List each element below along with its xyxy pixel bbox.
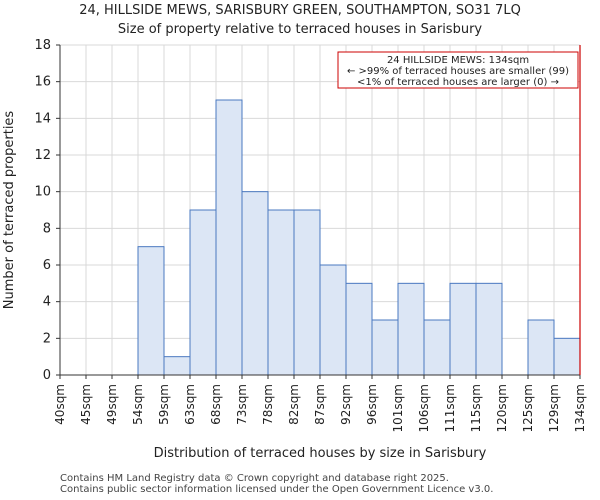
histogram-bar — [189, 209, 217, 376]
histogram-bar — [553, 337, 581, 376]
histogram-bar — [527, 319, 555, 376]
histogram-bar — [397, 282, 425, 376]
x-tick-label: 115sqm — [469, 384, 483, 432]
y-tick-label: 4 — [43, 295, 51, 310]
annotation-title: 24 HILLSIDE MEWS: 134sqm — [387, 55, 529, 66]
x-tick-label: 134sqm — [573, 384, 587, 432]
y-tick-label: 2 — [43, 331, 51, 346]
y-tick-label: 6 — [43, 258, 51, 273]
histogram-bar — [137, 246, 165, 376]
x-tick-label: 82sqm — [287, 384, 301, 425]
y-tick-label: 18 — [34, 38, 51, 53]
histogram-bar — [449, 282, 477, 376]
y-tick-label: 0 — [43, 368, 51, 383]
histogram-bar — [215, 99, 243, 376]
x-tick-label: 73sqm — [235, 384, 249, 425]
footer-licence: Contains public sector information licen… — [60, 484, 494, 495]
x-tick-label: 92sqm — [339, 384, 353, 425]
x-tick-label: 45sqm — [79, 384, 93, 425]
histogram-bar — [345, 282, 373, 376]
histogram-bar — [475, 282, 503, 376]
x-tick-label: 101sqm — [391, 384, 405, 432]
histogram-bar — [319, 264, 347, 376]
y-tick-label: 10 — [34, 185, 51, 200]
x-tick-label: 54sqm — [131, 384, 145, 425]
x-tick-label: 68sqm — [209, 384, 223, 425]
x-tick-label: 125sqm — [521, 384, 535, 432]
y-tick-label: 14 — [34, 111, 51, 126]
annotation-box — [337, 51, 579, 89]
y-tick-label: 12 — [34, 148, 51, 163]
x-axis-label: Distribution of terraced houses by size … — [154, 446, 487, 461]
x-tick-label: 96sqm — [365, 384, 379, 425]
y-axis-label: Number of terraced properties — [2, 111, 17, 310]
chart-title-address: 24, HILLSIDE MEWS, SARISBURY GREEN, SOUT… — [79, 3, 521, 18]
histogram-bar — [293, 209, 321, 376]
annotation-larger: <1% of terraced houses are larger (0) → — [357, 77, 559, 88]
x-tick-label: 49sqm — [105, 384, 119, 425]
annotation-smaller: ← >99% of terraced houses are smaller (9… — [347, 66, 569, 77]
chart-subtitle: Size of property relative to terraced ho… — [117, 22, 483, 37]
histogram-bar — [267, 209, 295, 376]
x-tick-label: 63sqm — [183, 384, 197, 425]
x-tick-label: 40sqm — [53, 384, 67, 425]
y-tick-label: 16 — [34, 75, 51, 90]
histogram-bar — [241, 191, 269, 376]
x-tick-label: 111sqm — [443, 384, 457, 432]
histogram-bar — [163, 356, 191, 376]
histogram-bar — [423, 319, 451, 376]
x-tick-label: 78sqm — [261, 384, 275, 425]
x-tick-label: 129sqm — [547, 384, 561, 432]
footer-copyright: Contains HM Land Registry data © Crown c… — [60, 473, 449, 484]
y-tick-label: 8 — [43, 221, 51, 236]
x-tick-label: 59sqm — [157, 384, 171, 425]
x-tick-label: 120sqm — [495, 384, 509, 432]
histogram-bar — [371, 319, 399, 376]
x-tick-label: 87sqm — [313, 384, 327, 425]
x-tick-label: 106sqm — [417, 384, 431, 432]
